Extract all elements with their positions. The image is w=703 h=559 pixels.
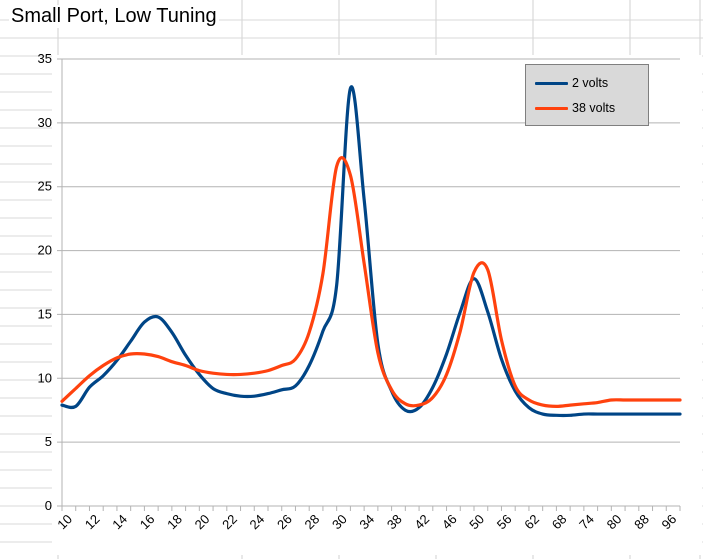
series-line-38-volts <box>60 156 682 408</box>
y-tick-label: 25 <box>38 179 52 194</box>
legend-label: 2 volts <box>572 76 609 90</box>
y-tick-label: 15 <box>38 306 52 321</box>
y-tick-label: 0 <box>45 498 52 513</box>
y-tick-label: 35 <box>38 51 52 66</box>
legend-swatch-38-volts <box>535 106 568 110</box>
legend-item-38-volts: 38 volts <box>535 99 615 117</box>
chart-title: Small Port, Low Tuning <box>9 5 219 28</box>
y-tick-label: 20 <box>38 243 52 258</box>
legend-label: 38 volts <box>572 101 616 115</box>
legend-item-2-volts: 2 volts <box>535 74 608 92</box>
legend-swatch-2-volts <box>535 81 568 85</box>
plot-background <box>52 55 702 555</box>
y-tick-label: 30 <box>38 115 52 130</box>
y-tick-label: 5 <box>45 434 52 449</box>
series-line-2-volts <box>60 85 682 418</box>
y-tick-label: 10 <box>38 370 52 385</box>
data-series <box>60 85 682 418</box>
legend[interactable]: 2 volts 38 volts <box>525 64 649 126</box>
